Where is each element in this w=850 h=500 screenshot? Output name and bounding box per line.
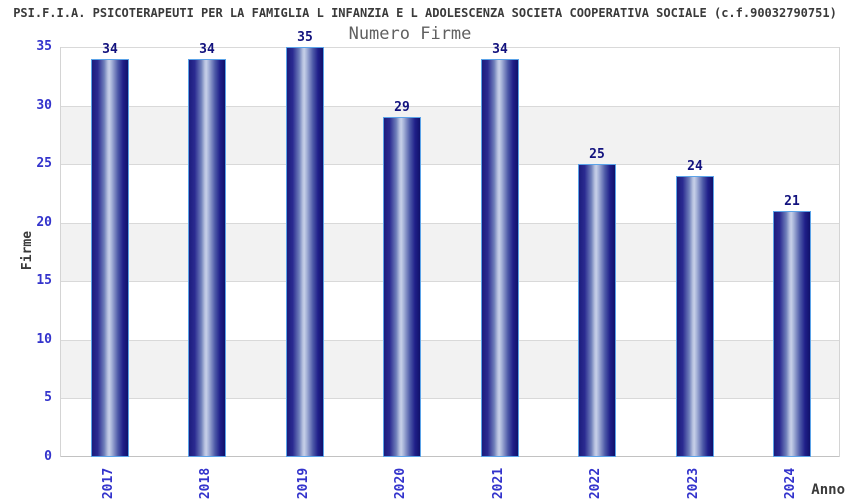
bar-2019: [286, 47, 324, 457]
x-tick-2018: 2018: [198, 467, 214, 499]
gridline: [61, 164, 839, 165]
y-axis-title: Firme: [20, 230, 36, 270]
value-label-2021: 34: [492, 42, 508, 57]
y-tick-35: 35: [36, 39, 52, 54]
bar-2023: [676, 176, 714, 457]
plot-band: [61, 339, 839, 399]
gridline: [61, 398, 839, 399]
bar-2022: [578, 164, 616, 457]
x-axis-title: Anno: [811, 482, 845, 498]
chart-title: PSI.F.I.A. PSICOTERAPEUTI PER LA FAMIGLI…: [13, 6, 837, 20]
bar-2017: [91, 59, 129, 457]
bar-2018: [188, 59, 226, 457]
value-label-2023: 24: [687, 159, 703, 174]
bar-2020: [383, 117, 421, 457]
y-tick-0: 0: [44, 449, 52, 464]
y-tick-20: 20: [36, 215, 52, 230]
plot-area: 34 34 35 29 34 25 24 21: [60, 30, 840, 457]
y-tick-5: 5: [44, 390, 52, 405]
gridline: [61, 281, 839, 282]
gridline: [61, 106, 839, 107]
x-tick-2022: 2022: [588, 467, 604, 499]
plot-band: [61, 105, 839, 165]
x-tick-2020: 2020: [393, 467, 409, 499]
bar-2021: [481, 59, 519, 457]
y-tick-10: 10: [36, 332, 52, 347]
gridline: [61, 47, 839, 48]
x-tick-2019: 2019: [296, 467, 312, 499]
bar-2024: [773, 211, 811, 457]
x-tick-2017: 2017: [101, 467, 117, 499]
gridline: [61, 340, 839, 341]
x-tick-2023: 2023: [686, 467, 702, 499]
gridline: [61, 223, 839, 224]
value-label-2017: 34: [102, 42, 118, 57]
plot-band: [61, 222, 839, 282]
value-label-2020: 29: [394, 100, 410, 115]
x-tick-2021: 2021: [491, 467, 507, 499]
x-tick-2024: 2024: [783, 467, 799, 499]
value-label-2018: 34: [199, 42, 215, 57]
value-label-2024: 21: [784, 194, 800, 209]
x-axis-line: [61, 456, 839, 457]
chart-subtitle: Numero Firme: [348, 24, 472, 44]
value-label-2019: 35: [297, 30, 313, 45]
y-tick-15: 15: [36, 273, 52, 288]
y-tick-30: 30: [36, 98, 52, 113]
y-tick-25: 25: [36, 156, 52, 171]
value-label-2022: 25: [589, 147, 605, 162]
